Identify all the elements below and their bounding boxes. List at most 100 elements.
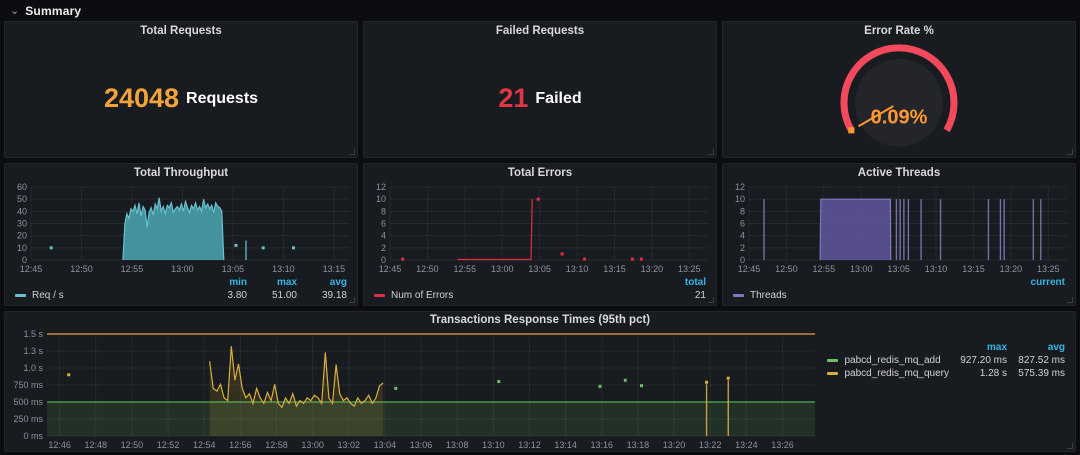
- errors-chart[interactable]: 0 2 4 6 8 10 12 12:45 12:50 12:55 13:00 13:05 13:10 1…: [364, 182, 716, 275]
- panel-title[interactable]: Total Requests: [140, 25, 222, 37]
- svg-text:13:05: 13:05: [222, 264, 245, 274]
- panel-resize-handle[interactable]: [1067, 149, 1073, 155]
- panel-resize-handle[interactable]: [708, 149, 714, 155]
- legend-stat-header: total: [684, 277, 706, 288]
- series-marker-icon: [15, 294, 26, 297]
- panel-resize-handle[interactable]: [1067, 443, 1073, 449]
- dashboard-row-summary[interactable]: ⌄ Summary: [4, 0, 1076, 21]
- legend-stat-header: avg: [1047, 342, 1065, 353]
- failed-requests-unit: Failed: [535, 89, 582, 107]
- svg-text:1.5 s: 1.5 s: [23, 329, 43, 339]
- svg-text:13:26: 13:26: [771, 440, 794, 450]
- legend-series-mq-query[interactable]: pabcd_redis_mq_query: [827, 367, 949, 380]
- stat-display: 21 Failed: [364, 40, 716, 157]
- svg-text:13:22: 13:22: [699, 440, 722, 450]
- panel-title[interactable]: Transactions Response Times (95th pct): [429, 314, 651, 326]
- legend-series-errors[interactable]: Num of Errors: [374, 289, 453, 302]
- svg-text:12:50: 12:50: [70, 264, 93, 274]
- response-times-chart[interactable]: 0 ms 250 ms 500 ms 750 ms 1.0 s 1.3 s 1.5 s 12:…: [5, 329, 823, 451]
- panel-title[interactable]: Active Threads: [857, 167, 941, 179]
- svg-text:0: 0: [381, 255, 386, 265]
- panel-resize-handle[interactable]: [349, 297, 355, 303]
- svg-text:8: 8: [381, 206, 386, 216]
- legend-series-label: pabcd_redis_mq_query: [844, 368, 949, 379]
- total-requests-unit: Requests: [186, 89, 259, 107]
- legend-stat-header: avg: [329, 277, 347, 288]
- svg-text:2: 2: [740, 243, 745, 253]
- panel-response-times: Transactions Response Times (95th pct) 0…: [4, 311, 1076, 452]
- panel-total-errors: Total Errors 0 2 4 6 8 10 12 12:45 12:50 12:55 13:…: [363, 163, 717, 306]
- svg-text:12:52: 12:52: [157, 440, 180, 450]
- svg-text:13:10: 13:10: [566, 264, 589, 274]
- svg-text:12: 12: [735, 182, 745, 192]
- svg-text:13:04: 13:04: [374, 440, 397, 450]
- svg-text:6: 6: [381, 219, 386, 229]
- svg-text:50: 50: [17, 194, 27, 204]
- svg-text:13:14: 13:14: [554, 440, 577, 450]
- row-title: Summary: [25, 3, 82, 18]
- panel-resize-handle[interactable]: [349, 149, 355, 155]
- svg-text:10: 10: [376, 194, 386, 204]
- svg-text:13:05: 13:05: [528, 264, 551, 274]
- svg-text:12:55: 12:55: [813, 264, 836, 274]
- legend-series-label: Num of Errors: [391, 290, 454, 301]
- throughput-legend: min max avg Req / s 3.80 51.00 39.18: [5, 275, 357, 305]
- svg-text:12:55: 12:55: [121, 264, 144, 274]
- error-rate-gauge[interactable]: 0.09%: [723, 40, 1075, 157]
- legend-stat-value: 51.00: [271, 290, 297, 301]
- svg-text:13:15: 13:15: [962, 264, 985, 274]
- svg-text:12:45: 12:45: [738, 264, 761, 274]
- panel-title[interactable]: Total Errors: [507, 167, 573, 179]
- svg-text:4: 4: [381, 231, 386, 241]
- svg-text:13:02: 13:02: [338, 440, 361, 450]
- legend-series-threads[interactable]: Threads: [733, 289, 787, 302]
- legend-series-label: Req / s: [32, 290, 64, 301]
- svg-text:500 ms: 500 ms: [13, 397, 43, 407]
- svg-text:13:15: 13:15: [603, 264, 626, 274]
- svg-text:13:18: 13:18: [627, 440, 650, 450]
- legend-stat-header: max: [276, 277, 297, 288]
- svg-text:12:50: 12:50: [775, 264, 798, 274]
- svg-text:0.09%: 0.09%: [871, 107, 928, 129]
- svg-text:12:50: 12:50: [121, 440, 144, 450]
- failed-requests-value: 21: [498, 83, 529, 113]
- svg-text:0: 0: [740, 255, 745, 265]
- legend-series-label: pabcd_redis_mq_add: [844, 355, 941, 366]
- svg-text:0 ms: 0 ms: [23, 431, 43, 441]
- series-marker-icon: [827, 359, 839, 362]
- svg-text:13:00: 13:00: [171, 264, 194, 274]
- panel-resize-handle[interactable]: [1067, 297, 1073, 303]
- panel-title[interactable]: Error Rate %: [864, 25, 934, 37]
- series-marker-icon: [374, 294, 385, 297]
- throughput-chart[interactable]: 0 10 20 30 40 50 60 12:45 12:50 12:55 13:00 13:05 13…: [5, 182, 357, 275]
- svg-text:13:20: 13:20: [641, 264, 664, 274]
- threads-chart[interactable]: 0 2 4 6 8 10 12 12:45 12:50 12:55 13:00 13:05 13:10 1…: [723, 182, 1075, 275]
- svg-text:13:00: 13:00: [850, 264, 873, 274]
- panel-active-threads: Active Threads 0 2 4 6 8 10 12 12:45 12:50 12:55 1…: [722, 163, 1076, 306]
- svg-text:12:48: 12:48: [85, 440, 108, 450]
- svg-text:10: 10: [17, 243, 27, 253]
- svg-text:4: 4: [740, 231, 745, 241]
- legend-series-mq-add[interactable]: pabcd_redis_mq_add: [827, 354, 941, 367]
- svg-text:12:55: 12:55: [454, 264, 477, 274]
- panel-resize-handle[interactable]: [708, 297, 714, 303]
- response-times-legend: max avg pabcd_redis_mq_add 927.20 ms 827…: [823, 329, 1075, 451]
- panel-title[interactable]: Failed Requests: [495, 25, 585, 37]
- legend-stat-value: 1.28 s: [979, 368, 1007, 379]
- panel-total-throughput: Total Throughput 0 10 20 30 40 50 60 12:45 12:50…: [4, 163, 358, 306]
- svg-text:1.0 s: 1.0 s: [23, 363, 43, 373]
- legend-series-reqps[interactable]: Req / s: [15, 289, 64, 302]
- series-marker-icon: [733, 294, 744, 297]
- svg-text:13:25: 13:25: [1037, 264, 1060, 274]
- svg-text:13:06: 13:06: [410, 440, 433, 450]
- legend-stat-value: 21: [694, 290, 706, 301]
- chevron-down-icon[interactable]: ⌄: [10, 4, 20, 17]
- svg-text:30: 30: [17, 219, 27, 229]
- panel-failed-requests: Failed Requests 21 Failed: [363, 21, 717, 158]
- svg-text:250 ms: 250 ms: [13, 414, 43, 424]
- svg-text:12:54: 12:54: [193, 440, 216, 450]
- svg-text:8: 8: [740, 206, 745, 216]
- svg-text:2: 2: [381, 243, 386, 253]
- svg-text:750 ms: 750 ms: [13, 380, 43, 390]
- panel-title[interactable]: Total Throughput: [133, 167, 229, 179]
